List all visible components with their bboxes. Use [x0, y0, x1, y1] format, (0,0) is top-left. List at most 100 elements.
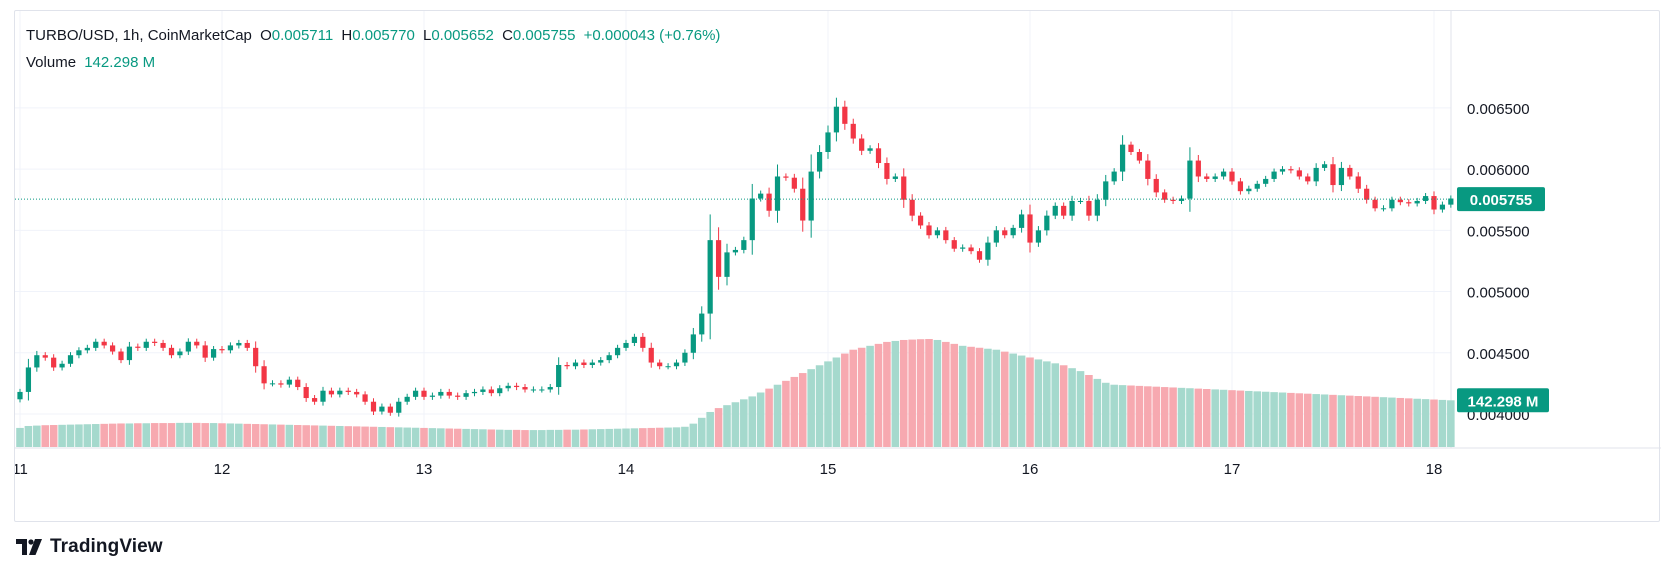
volume-bar [1059, 365, 1068, 447]
y-tick-label: 0.005500 [1467, 223, 1530, 240]
candle-body [1330, 164, 1336, 186]
candle-body [227, 345, 234, 351]
candle-body [783, 176, 789, 178]
candle-body [143, 341, 149, 348]
volume-bar [1396, 397, 1405, 447]
candle-body [614, 347, 621, 356]
volume-bar [243, 423, 252, 447]
candle-body [791, 177, 797, 189]
candle-body [1439, 204, 1446, 210]
candle-body [1010, 227, 1016, 236]
volume-bar [134, 423, 142, 447]
volume-bar [992, 349, 1001, 447]
candle-body [1145, 160, 1151, 179]
candle-body [84, 347, 90, 351]
candle-body [825, 132, 831, 152]
candle-body [269, 383, 276, 385]
volume-bar [967, 346, 975, 447]
volume-bar [647, 427, 656, 447]
candle-body [926, 225, 932, 236]
volume-bar [790, 376, 799, 447]
candle-body [455, 395, 461, 397]
candle-body [1246, 188, 1252, 192]
candle-body [985, 242, 991, 260]
last-price-badge [1457, 187, 1545, 212]
volume-bar [1354, 396, 1363, 447]
y-tick-label: 0.005000 [1467, 285, 1530, 302]
volume-bar [1245, 390, 1253, 447]
candle-body [699, 313, 705, 335]
volume-bar [226, 423, 235, 447]
candle-body [564, 365, 570, 367]
candle-body [1069, 200, 1075, 216]
candle-body [320, 390, 326, 402]
volume-bar [681, 426, 689, 447]
tradingview-logo[interactable]: TradingView [16, 536, 163, 558]
candle-body [219, 349, 225, 351]
volume-badge-text: 142.298 M [1468, 393, 1539, 410]
candle-body [1271, 171, 1277, 179]
volume-bar [1051, 363, 1060, 447]
volume-bar [1337, 395, 1346, 447]
candle-body [1288, 169, 1294, 171]
volume-bar [1043, 361, 1051, 447]
volume-bar [538, 430, 546, 447]
volume-bar [1127, 385, 1135, 447]
volume-bar [378, 426, 386, 447]
volume-bar [453, 428, 462, 447]
candle-body [362, 394, 368, 402]
candle-body [1061, 205, 1067, 216]
symbol-label: TURBO/USD, 1h, CoinMarketCap [26, 27, 252, 44]
volume-bar [613, 428, 622, 447]
chart-area[interactable]: 0.006500 0.006000 0.005500 0.005000 0.004500… [14, 10, 1661, 523]
candle-body [1128, 144, 1134, 152]
volume-bar [782, 380, 790, 447]
candle-body [1431, 196, 1437, 210]
volume-bar [117, 423, 125, 447]
candle-body [194, 341, 200, 346]
candle-body [51, 357, 57, 368]
candle-body [505, 385, 511, 389]
tradingview-logo-icon [16, 539, 42, 555]
candle-body [690, 334, 696, 353]
candle-body [1153, 178, 1159, 193]
change-value: +0.000043 (+0.76%) [583, 27, 721, 44]
candle-body [42, 355, 48, 358]
candle-body [387, 406, 393, 413]
volume-bar [33, 425, 41, 447]
high-value: 0.005770 [352, 27, 415, 44]
candle-body [1136, 152, 1143, 161]
volume-bar [1186, 388, 1194, 447]
x-tick-label: 15 [820, 461, 837, 478]
candle-body [598, 360, 604, 363]
volume-bar [428, 428, 437, 447]
candle-body [185, 341, 191, 352]
volume-bar [756, 392, 765, 447]
candle-body [101, 341, 107, 346]
volume-bar [1093, 378, 1102, 447]
volume-bar [100, 423, 108, 447]
candle-body [160, 342, 166, 348]
volume-bar [765, 388, 773, 447]
candle-body [1018, 214, 1025, 228]
candlestick-chart[interactable]: 0.006500 0.006000 0.005500 0.005000 0.004500… [15, 11, 1661, 523]
volume-bar [352, 426, 361, 447]
volume-bar [310, 425, 319, 447]
volume-bar [108, 423, 117, 447]
volume-bar [361, 426, 369, 447]
candle-body [909, 199, 915, 216]
volume-bar [437, 428, 445, 447]
volume-bar [268, 424, 277, 447]
candle-body [202, 345, 208, 358]
volume-bar [857, 347, 866, 447]
volume-legend: Volume 142.298 M [26, 54, 159, 71]
candle-body [1305, 176, 1311, 182]
volume-bar [933, 339, 942, 447]
volume-bar [49, 425, 58, 447]
volume-bar [1144, 386, 1152, 447]
volume-bar [1371, 396, 1379, 447]
volume-bar [1194, 388, 1203, 447]
volume-bar [201, 423, 209, 447]
volume-bar [159, 423, 167, 447]
volume-bar [740, 399, 748, 447]
